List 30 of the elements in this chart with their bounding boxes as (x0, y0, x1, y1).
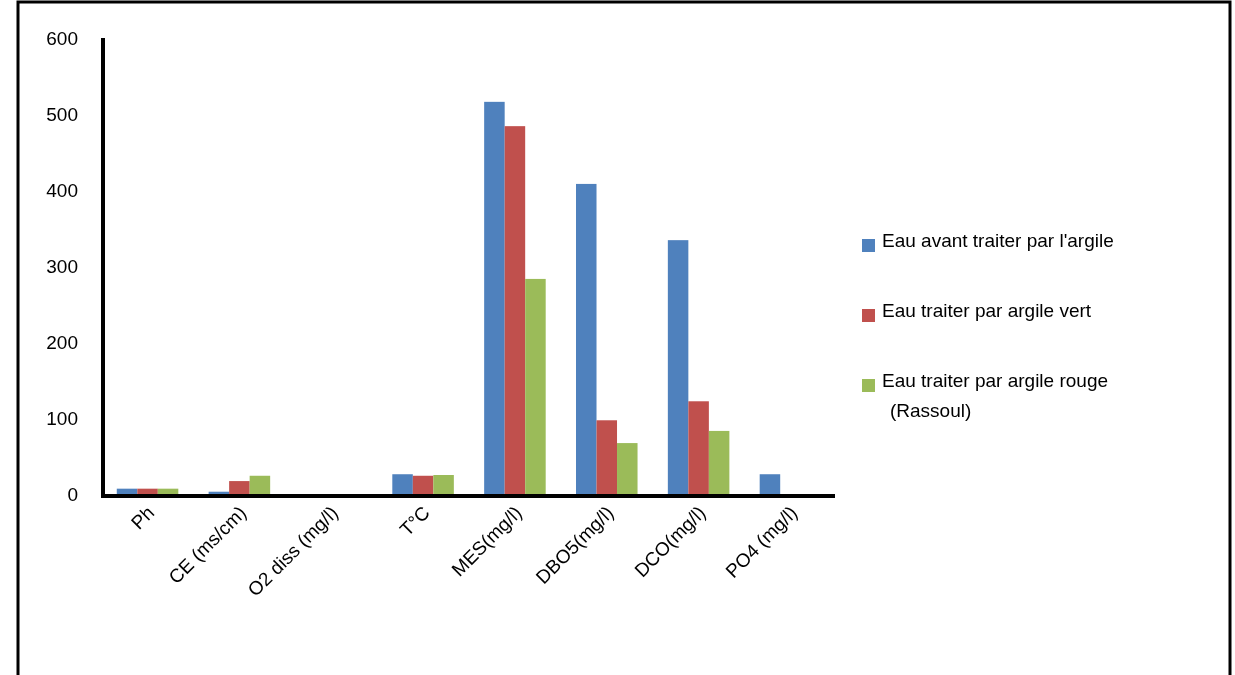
y-tick-label: 0 (67, 483, 78, 505)
bar (688, 401, 709, 494)
legend-label: Eau traiter par argile vert (882, 300, 1092, 321)
legend-label: Eau avant traiter par l'argile (882, 230, 1114, 251)
bar (433, 475, 454, 494)
bar (617, 443, 638, 494)
bar (484, 101, 505, 494)
legend-label: Eau traiter par argile rouge (Rassoul) (882, 370, 1109, 421)
bar (504, 126, 526, 494)
y-tick-label: 500 (46, 103, 78, 125)
y-tick-label: 200 (46, 331, 78, 353)
bar (759, 474, 781, 494)
y-tick-label: 600 (46, 27, 78, 49)
bar (667, 240, 689, 494)
bar (596, 420, 618, 494)
bar (157, 488, 179, 494)
bar (249, 475, 271, 494)
bar (576, 183, 597, 494)
bar (229, 481, 250, 494)
bar (412, 475, 434, 494)
y-tick-label: 300 (46, 255, 78, 277)
y-tick-label: 100 (46, 407, 78, 429)
bar (392, 474, 413, 494)
bar (525, 278, 546, 494)
y-tick-label: 400 (46, 179, 78, 201)
bar (137, 488, 158, 494)
x-tick-label: T°C (395, 501, 434, 541)
bar (116, 488, 138, 494)
x-tick-label: Ph (127, 501, 159, 534)
bar (708, 430, 730, 494)
